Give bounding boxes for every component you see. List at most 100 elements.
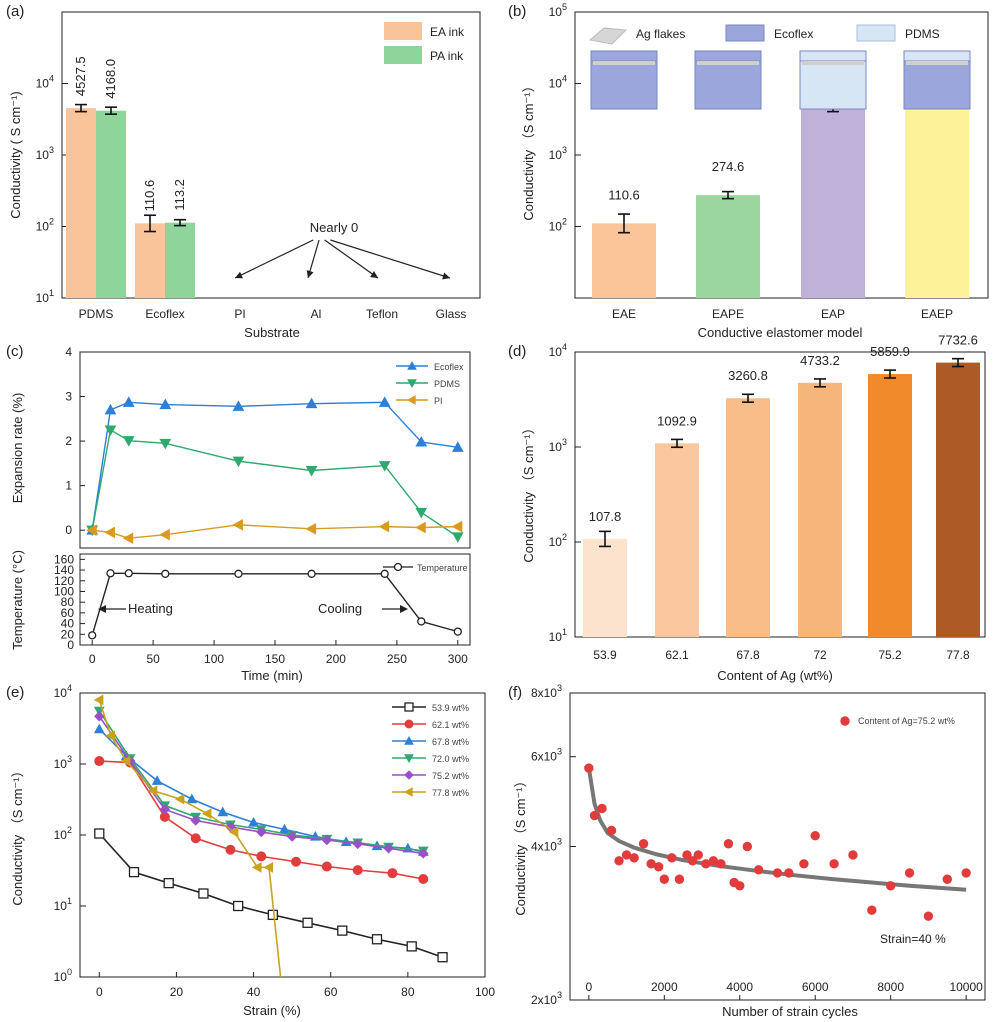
x-tick-label: EAP bbox=[821, 307, 845, 321]
data-point bbox=[638, 839, 649, 849]
y-tick-label: 1 bbox=[65, 479, 72, 493]
data-point bbox=[451, 520, 463, 533]
legend-label: 62.1 wt% bbox=[432, 720, 469, 730]
data-point bbox=[589, 810, 600, 821]
legend-marker bbox=[407, 360, 417, 370]
plot-frame bbox=[79, 351, 471, 549]
x-tick-label: Ecoflex bbox=[145, 307, 184, 321]
data-point bbox=[415, 507, 428, 519]
data-point bbox=[88, 631, 97, 640]
data-point bbox=[923, 911, 934, 921]
y-tick-label: 140 bbox=[54, 563, 74, 577]
data-point bbox=[159, 804, 171, 815]
annotation-nearly-0: Nearly 0 bbox=[310, 220, 358, 235]
value-label: 4168.0 bbox=[103, 59, 118, 99]
data-point bbox=[305, 522, 317, 535]
data-point bbox=[190, 815, 201, 826]
data-point bbox=[248, 816, 259, 827]
data-point bbox=[337, 925, 348, 936]
data-point bbox=[232, 456, 245, 468]
series-line bbox=[92, 524, 458, 539]
legend-label: Ecoflex bbox=[434, 362, 464, 372]
data-point bbox=[321, 834, 333, 846]
data-point bbox=[848, 850, 858, 860]
data-point bbox=[380, 569, 389, 578]
x-tick-label: 62.1 bbox=[665, 648, 689, 662]
data-point bbox=[122, 532, 134, 545]
x-tick-label: EAE bbox=[612, 307, 636, 321]
bar bbox=[905, 104, 969, 298]
x-tick-label: 50 bbox=[146, 652, 160, 666]
legend-swatch bbox=[384, 22, 422, 40]
panel-label: (b) bbox=[508, 3, 526, 20]
y-tick-label: 104 bbox=[54, 683, 72, 700]
annotation-arrow bbox=[330, 239, 451, 279]
data-point bbox=[378, 520, 390, 533]
data-point bbox=[659, 874, 670, 884]
legend-label: Ecoflex bbox=[774, 27, 813, 41]
x-axis-label: Substrate bbox=[244, 325, 300, 340]
legend-marker bbox=[393, 562, 403, 572]
data-point bbox=[352, 865, 363, 876]
legend-marker bbox=[406, 395, 416, 405]
data-point bbox=[584, 763, 594, 773]
plot-frame bbox=[79, 553, 471, 646]
x-tick-label: 67.8 bbox=[736, 648, 760, 662]
data-point bbox=[161, 569, 170, 578]
data-point bbox=[305, 397, 318, 409]
y-tick-label: 80 bbox=[61, 595, 75, 609]
legend-label: 72.0 wt% bbox=[432, 754, 469, 764]
data-point bbox=[302, 917, 313, 928]
y-tick-label: 100 bbox=[54, 584, 74, 598]
data-point bbox=[799, 859, 809, 869]
y-tick-label: 40 bbox=[61, 617, 75, 631]
data-point bbox=[104, 526, 115, 539]
schematic-ag-layer bbox=[906, 61, 968, 65]
data-point bbox=[810, 830, 820, 841]
x-tick-label: 0 bbox=[89, 652, 96, 666]
legend-swatch bbox=[856, 24, 896, 42]
data-point bbox=[415, 435, 428, 447]
legend-marker bbox=[404, 754, 414, 764]
schematic-top-layer bbox=[694, 50, 762, 62]
x-tick-label: 20 bbox=[170, 985, 184, 999]
data-point bbox=[105, 730, 115, 742]
y-tick-label: 104 bbox=[36, 74, 54, 91]
bar bbox=[655, 443, 699, 637]
data-point bbox=[321, 861, 332, 872]
panel-label: (d) bbox=[508, 343, 526, 360]
x-tick-label: 6000 bbox=[802, 980, 829, 994]
legend-marker bbox=[404, 702, 414, 712]
value-label: 7732.6 bbox=[938, 333, 978, 348]
data-point bbox=[256, 851, 267, 862]
annotation-arrow bbox=[234, 239, 314, 279]
y-tick-label: 102 bbox=[54, 825, 72, 842]
data-point bbox=[232, 400, 245, 411]
panel-label: (a) bbox=[6, 3, 24, 20]
data-point bbox=[867, 905, 877, 915]
schematic-top-layer bbox=[903, 50, 971, 62]
bar bbox=[165, 222, 195, 298]
data-point bbox=[267, 909, 279, 921]
data-point bbox=[174, 793, 185, 805]
x-axis-label: Conductive elastomer model bbox=[698, 325, 863, 340]
data-point bbox=[106, 569, 115, 578]
data-point bbox=[232, 900, 244, 912]
data-point bbox=[904, 868, 915, 878]
y-tick-label: 6x103 bbox=[531, 747, 562, 764]
series-line bbox=[98, 699, 282, 978]
arrow-head bbox=[442, 272, 450, 280]
legend-label: 75.2 wt% bbox=[432, 771, 469, 781]
value-label: 1092.9 bbox=[657, 413, 697, 428]
y-tick-label: 0 bbox=[65, 523, 72, 537]
y-tick-label: 102 bbox=[549, 532, 567, 549]
data-point bbox=[159, 398, 172, 410]
annotation-cooling: Cooling bbox=[318, 601, 362, 616]
legend-label: EA ink bbox=[430, 25, 465, 39]
y-tick-label: 104 bbox=[549, 74, 567, 91]
panel-label: (c) bbox=[6, 343, 24, 360]
data-point bbox=[451, 532, 464, 543]
data-point bbox=[159, 438, 172, 450]
x-axis-label: Number of strain cycles bbox=[722, 1004, 858, 1019]
y-tick-label: 60 bbox=[61, 606, 75, 620]
